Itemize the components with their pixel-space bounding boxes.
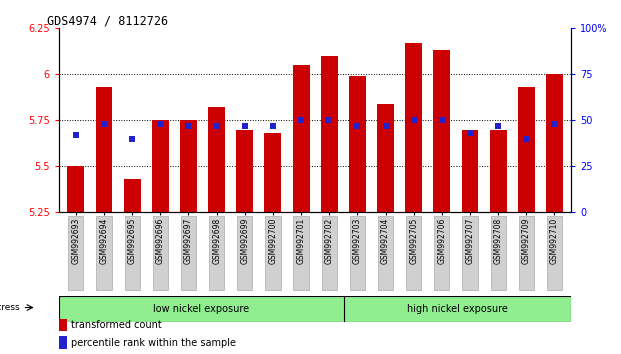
Text: GSM992693: GSM992693 [71, 218, 80, 264]
Point [71, 132, 81, 138]
Point [296, 118, 306, 123]
FancyBboxPatch shape [343, 296, 571, 322]
Bar [433, 50, 450, 212]
Text: GSM992703: GSM992703 [353, 218, 362, 264]
FancyBboxPatch shape [59, 296, 343, 322]
FancyBboxPatch shape [181, 216, 196, 291]
Text: percentile rank within the sample: percentile rank within the sample [71, 338, 237, 348]
Bar [490, 130, 507, 212]
FancyBboxPatch shape [294, 216, 309, 291]
Point [99, 121, 109, 127]
Text: low nickel exposure: low nickel exposure [153, 304, 250, 314]
Text: GSM992695: GSM992695 [128, 218, 137, 264]
FancyBboxPatch shape [209, 216, 224, 291]
Point [352, 123, 362, 129]
Point [521, 136, 531, 142]
Bar [461, 130, 478, 212]
FancyBboxPatch shape [322, 216, 337, 291]
FancyBboxPatch shape [125, 216, 140, 291]
Text: GSM992705: GSM992705 [409, 218, 418, 264]
Bar [180, 120, 197, 212]
Point [324, 118, 334, 123]
Bar [124, 179, 140, 212]
Text: GSM992697: GSM992697 [184, 218, 193, 264]
Text: stress: stress [0, 303, 20, 312]
Bar [321, 56, 338, 212]
Text: GSM992700: GSM992700 [268, 218, 278, 264]
Bar [152, 120, 169, 212]
Point [212, 123, 222, 129]
Bar [208, 108, 225, 212]
Text: transformed count: transformed count [71, 320, 162, 330]
FancyBboxPatch shape [434, 216, 450, 291]
FancyBboxPatch shape [547, 216, 562, 291]
FancyBboxPatch shape [96, 216, 112, 291]
Point [550, 121, 560, 127]
Text: GSM992698: GSM992698 [212, 218, 221, 264]
Text: GSM992696: GSM992696 [156, 218, 165, 264]
FancyBboxPatch shape [378, 216, 393, 291]
Point [437, 118, 446, 123]
Bar [349, 76, 366, 212]
Text: GSM992706: GSM992706 [437, 218, 446, 264]
FancyBboxPatch shape [491, 216, 505, 291]
Bar [237, 130, 253, 212]
FancyBboxPatch shape [265, 216, 281, 291]
Bar [68, 166, 84, 212]
Point [240, 123, 250, 129]
FancyBboxPatch shape [237, 216, 252, 291]
Text: GSM992701: GSM992701 [297, 218, 306, 264]
Text: GSM992694: GSM992694 [99, 218, 109, 264]
FancyBboxPatch shape [153, 216, 168, 291]
FancyBboxPatch shape [406, 216, 421, 291]
Bar [59, 336, 66, 349]
Bar [377, 104, 394, 212]
Bar [59, 319, 66, 331]
Text: GSM992704: GSM992704 [381, 218, 390, 264]
Text: GSM992710: GSM992710 [550, 218, 559, 264]
Bar [546, 74, 563, 212]
Point [184, 123, 194, 129]
FancyBboxPatch shape [519, 216, 534, 291]
Text: GSM992708: GSM992708 [494, 218, 502, 264]
Point [465, 130, 475, 136]
FancyBboxPatch shape [463, 216, 478, 291]
Text: GSM992709: GSM992709 [522, 218, 531, 264]
Bar [518, 87, 535, 212]
Bar [96, 87, 112, 212]
Point [155, 121, 165, 127]
Bar [265, 133, 281, 212]
Bar [292, 65, 309, 212]
FancyBboxPatch shape [350, 216, 365, 291]
Point [493, 123, 503, 129]
Point [381, 123, 391, 129]
Point [127, 136, 137, 142]
Text: GDS4974 / 8112726: GDS4974 / 8112726 [47, 14, 168, 27]
Point [268, 123, 278, 129]
Text: GSM992707: GSM992707 [466, 218, 474, 264]
Point [409, 118, 419, 123]
Text: GSM992699: GSM992699 [240, 218, 249, 264]
FancyBboxPatch shape [68, 216, 83, 291]
Text: high nickel exposure: high nickel exposure [407, 304, 508, 314]
Bar [406, 43, 422, 212]
Text: GSM992702: GSM992702 [325, 218, 333, 264]
